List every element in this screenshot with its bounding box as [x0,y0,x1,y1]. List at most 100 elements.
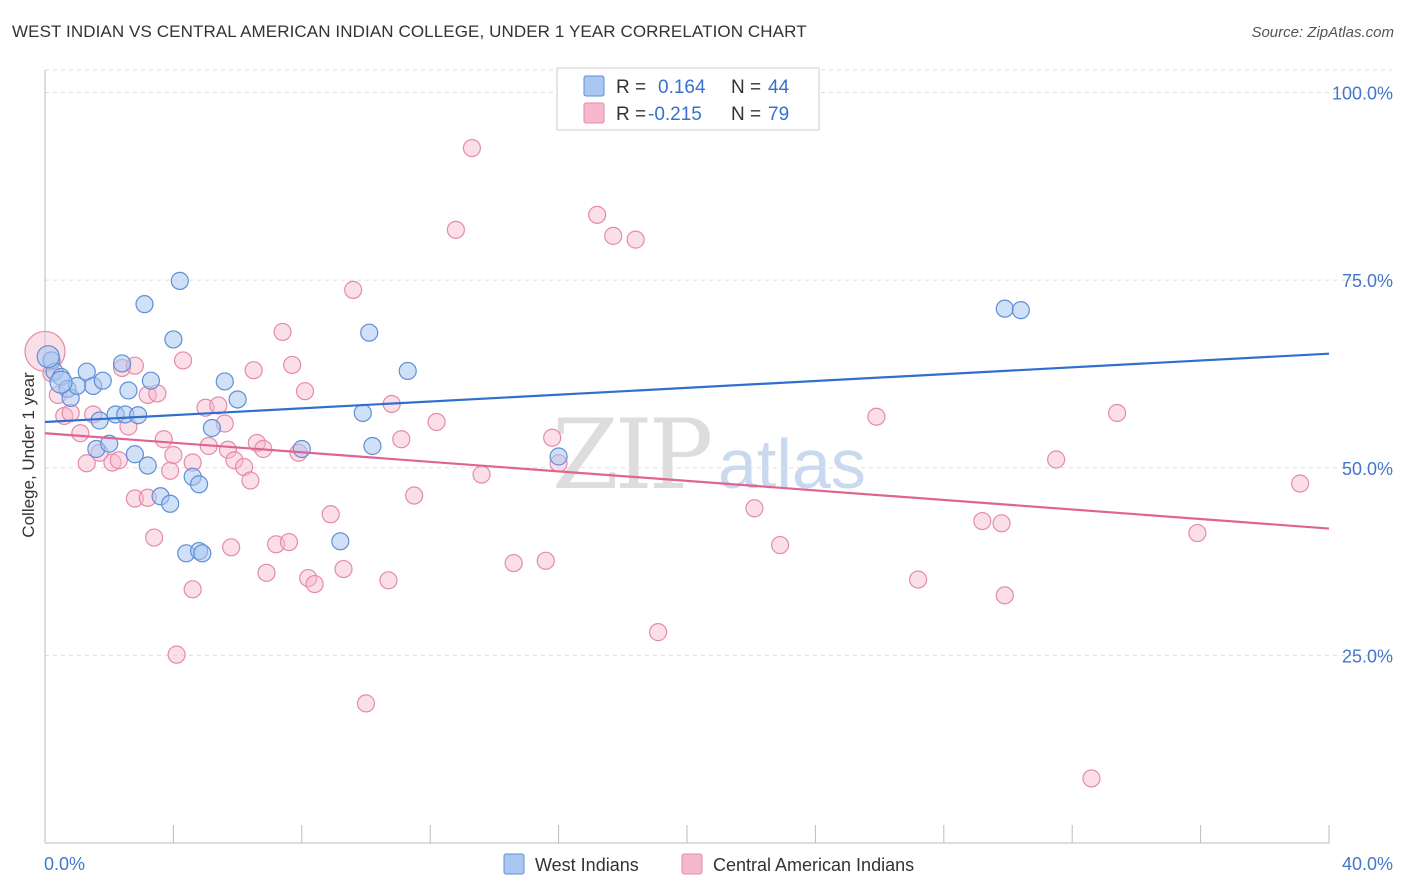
legend-r-label-1: R = [616,77,646,98]
legend-swatch-pink [583,102,605,124]
blue-point-18 [125,445,144,464]
blue-point-23 [170,271,189,290]
blue-point-20 [135,295,154,314]
blue-point-15 [112,354,132,373]
pink-point-42 [283,355,302,375]
legend-n-label-2: N = [731,104,761,125]
blue-point-35 [353,403,372,423]
legend-r-value-1: 0.164 [658,77,706,98]
pink-point-61 [543,428,562,447]
pink-point-41 [279,532,299,552]
legend: R = 0.164 N = 44 R = -0.215 N = 79 [556,67,820,131]
pink-point-46 [305,574,324,594]
blue-point-19 [138,456,157,475]
pink-point-28 [209,396,228,415]
blue-point-36 [360,323,379,342]
pink-point-21 [164,445,183,465]
pink-point-55 [427,412,446,432]
trend-line-central-american-indians [44,432,1330,530]
blue-point-38 [398,361,417,381]
blue-point-17 [141,371,161,390]
pink-point-78 [1291,474,1310,493]
source-label: Source: ZipAtlas.com [1251,24,1394,41]
blue-point-43 [49,370,73,394]
pink-point-10 [109,451,128,470]
watermark-zip: ZIP [552,399,711,511]
series-west-indians [36,271,1030,563]
legend-r-label-2: R = [616,104,646,125]
chart-title: WEST INDIAN VS CENTRAL AMERICAN INDIAN C… [12,22,807,41]
bottom-legend-swatch-blue [503,853,525,875]
bottom-legend-swatch-pink [681,853,703,875]
pink-point-34 [241,471,260,490]
pink-point-65 [626,230,645,249]
pink-point-77 [1188,523,1207,543]
pink-point-18 [145,528,164,547]
blue-point-27 [193,544,212,563]
pink-point-60 [536,551,555,570]
gridlines [45,69,1392,656]
blue-point-41 [1011,301,1030,320]
pink-point-44 [295,382,315,401]
pink-point-50 [356,694,376,713]
blue-point-29 [189,475,209,494]
pink-point-47 [321,505,340,524]
pink-point-73 [995,586,1014,605]
trend-line-west-indians [44,352,1330,424]
pink-point-59 [504,553,523,573]
y-tick-label-2: 75.0% [1342,271,1393,291]
y-axis-label: College, Under 1 year [19,372,38,538]
blue-point-31 [215,372,234,391]
pink-point-38 [257,563,276,582]
pink-point-58 [472,465,491,484]
legend-n-label-1: N = [731,77,761,98]
pink-point-67 [745,499,764,518]
pink-point-40 [273,322,292,342]
y-tick-label-3: 100.0% [1332,84,1393,104]
blue-point-30 [202,418,222,438]
x-tick-label-0: 0.0% [44,854,85,874]
pink-point-57 [462,138,482,158]
legend-swatch-blue [583,75,605,97]
legend-n-value-1: 44 [768,77,790,98]
pink-point-71 [973,511,992,531]
trend-lines [44,352,1330,530]
pink-point-72 [992,514,1011,533]
pink-point-31 [222,538,241,557]
blue-point-11 [100,434,119,453]
x-tick-label-1: 40.0% [1342,854,1393,874]
bottom-legend-west-indians: West Indians [535,855,639,875]
y-tick-label-1: 50.0% [1342,459,1393,479]
blue-point-34 [331,532,350,551]
blue-point-8 [93,371,112,390]
blue-point-32 [228,390,247,409]
pink-point-63 [588,205,607,224]
pink-point-74 [1047,450,1066,469]
blue-point-39 [549,447,568,466]
y-tick-label-0: 25.0% [1342,646,1393,666]
y-tick-labels: 25.0% 50.0% 75.0% 100.0% [1332,84,1393,667]
watermark-atlas: atlas [718,425,866,503]
pink-point-20 [161,461,180,480]
legend-n-value-2: 79 [768,104,789,125]
pink-point-66 [649,623,668,642]
blue-point-33 [292,439,311,459]
pink-point-32 [225,451,244,470]
pink-point-19 [154,430,173,449]
pink-point-56 [446,220,465,239]
axes [44,70,1330,844]
pink-point-68 [770,535,790,555]
blue-point-16 [119,381,138,400]
pink-point-25 [183,580,202,599]
blue-point-22 [161,494,180,513]
pink-point-64 [604,226,623,245]
legend-r-value-2: -0.215 [648,104,702,125]
pink-point-16 [125,489,144,508]
blue-point-37 [363,436,382,456]
pink-point-48 [334,559,353,579]
bottom-legend: West Indians Central American Indians [503,853,914,875]
blue-point-24 [164,330,183,349]
pink-point-53 [392,430,411,449]
pink-point-49 [344,280,363,299]
